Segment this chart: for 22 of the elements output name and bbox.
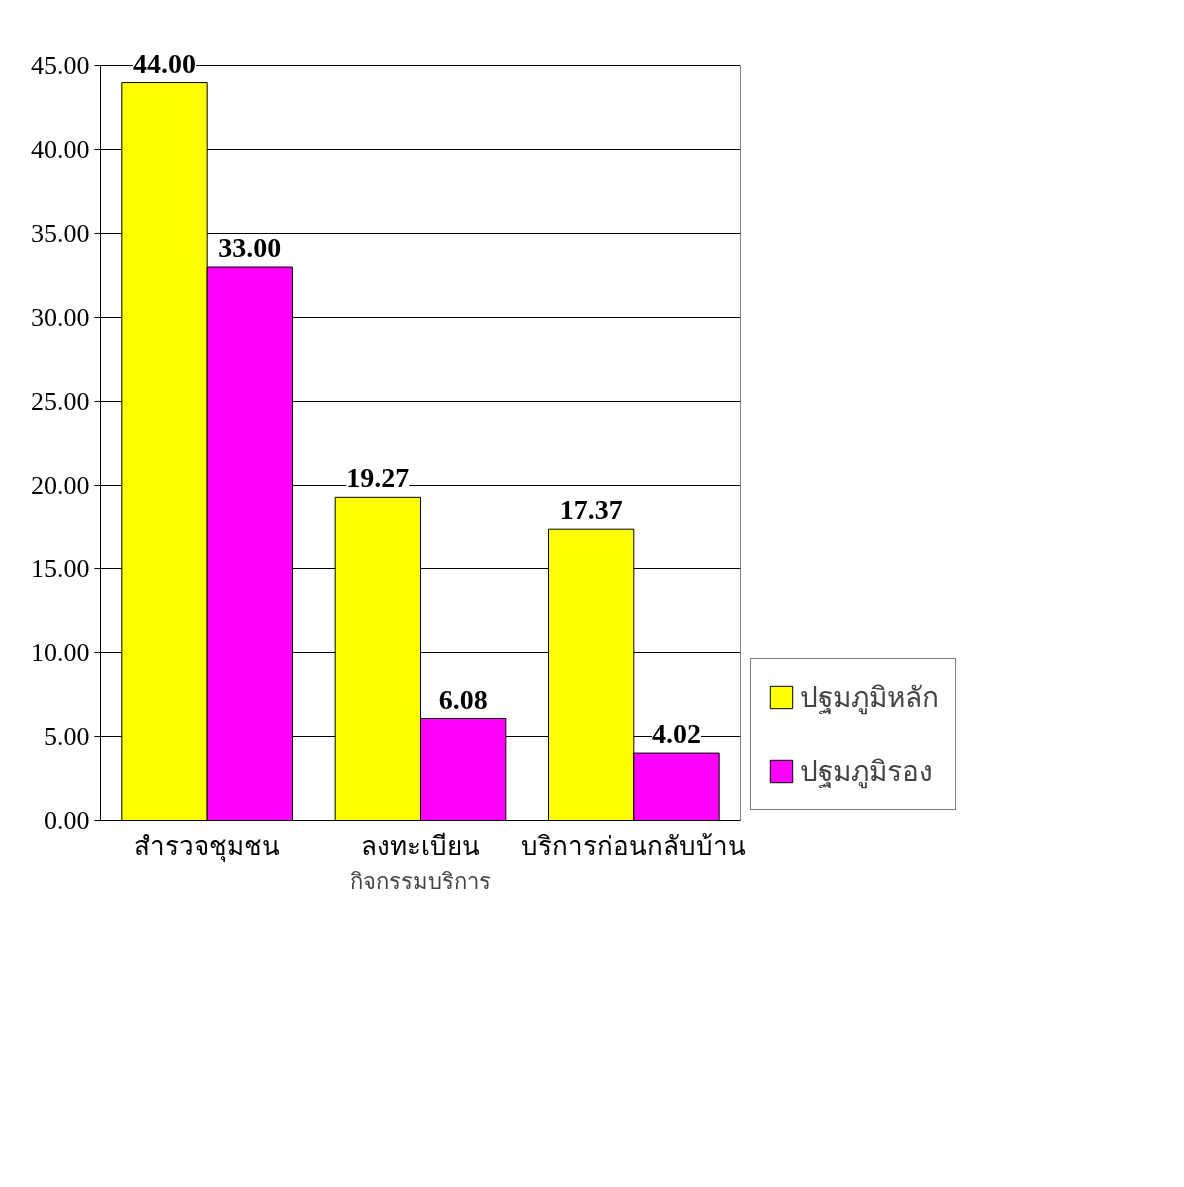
y-tick-label: 40.00 xyxy=(31,135,90,165)
y-tick-label: 35.00 xyxy=(31,219,90,248)
y-tick-label: 45.00 xyxy=(31,51,90,81)
data-label: 17.37 xyxy=(559,494,623,526)
data-label: 6.08 xyxy=(438,683,488,715)
data-label: 33.00 xyxy=(218,232,282,264)
x-axis-title: กิจกรรมบริการ xyxy=(350,868,491,894)
x-tick-label: ลงทะเบียน xyxy=(361,831,480,861)
data-label: 19.27 xyxy=(346,462,410,494)
y-tick-label: 0.00 xyxy=(44,806,90,835)
x-tick-label: สำรวจชุมชน xyxy=(134,831,281,862)
legend-label: ปฐมภูมิรอง xyxy=(800,755,933,791)
x-tick-label: บริการก่อนกลับบ้าน xyxy=(521,831,747,861)
y-tick-label: 10.00 xyxy=(31,638,90,668)
y-tick-label: 20.00 xyxy=(31,470,90,500)
y-tick-label: 30.00 xyxy=(31,302,90,332)
legend-label: ปฐมภูมิหลัก xyxy=(800,681,939,717)
y-tick-label: 5.00 xyxy=(44,722,90,752)
data-label: 4.02 xyxy=(652,718,701,750)
y-tick-label: 15.00 xyxy=(31,554,90,584)
y-tick-label: 25.00 xyxy=(31,386,90,416)
data-label: 44.00 xyxy=(133,47,196,79)
